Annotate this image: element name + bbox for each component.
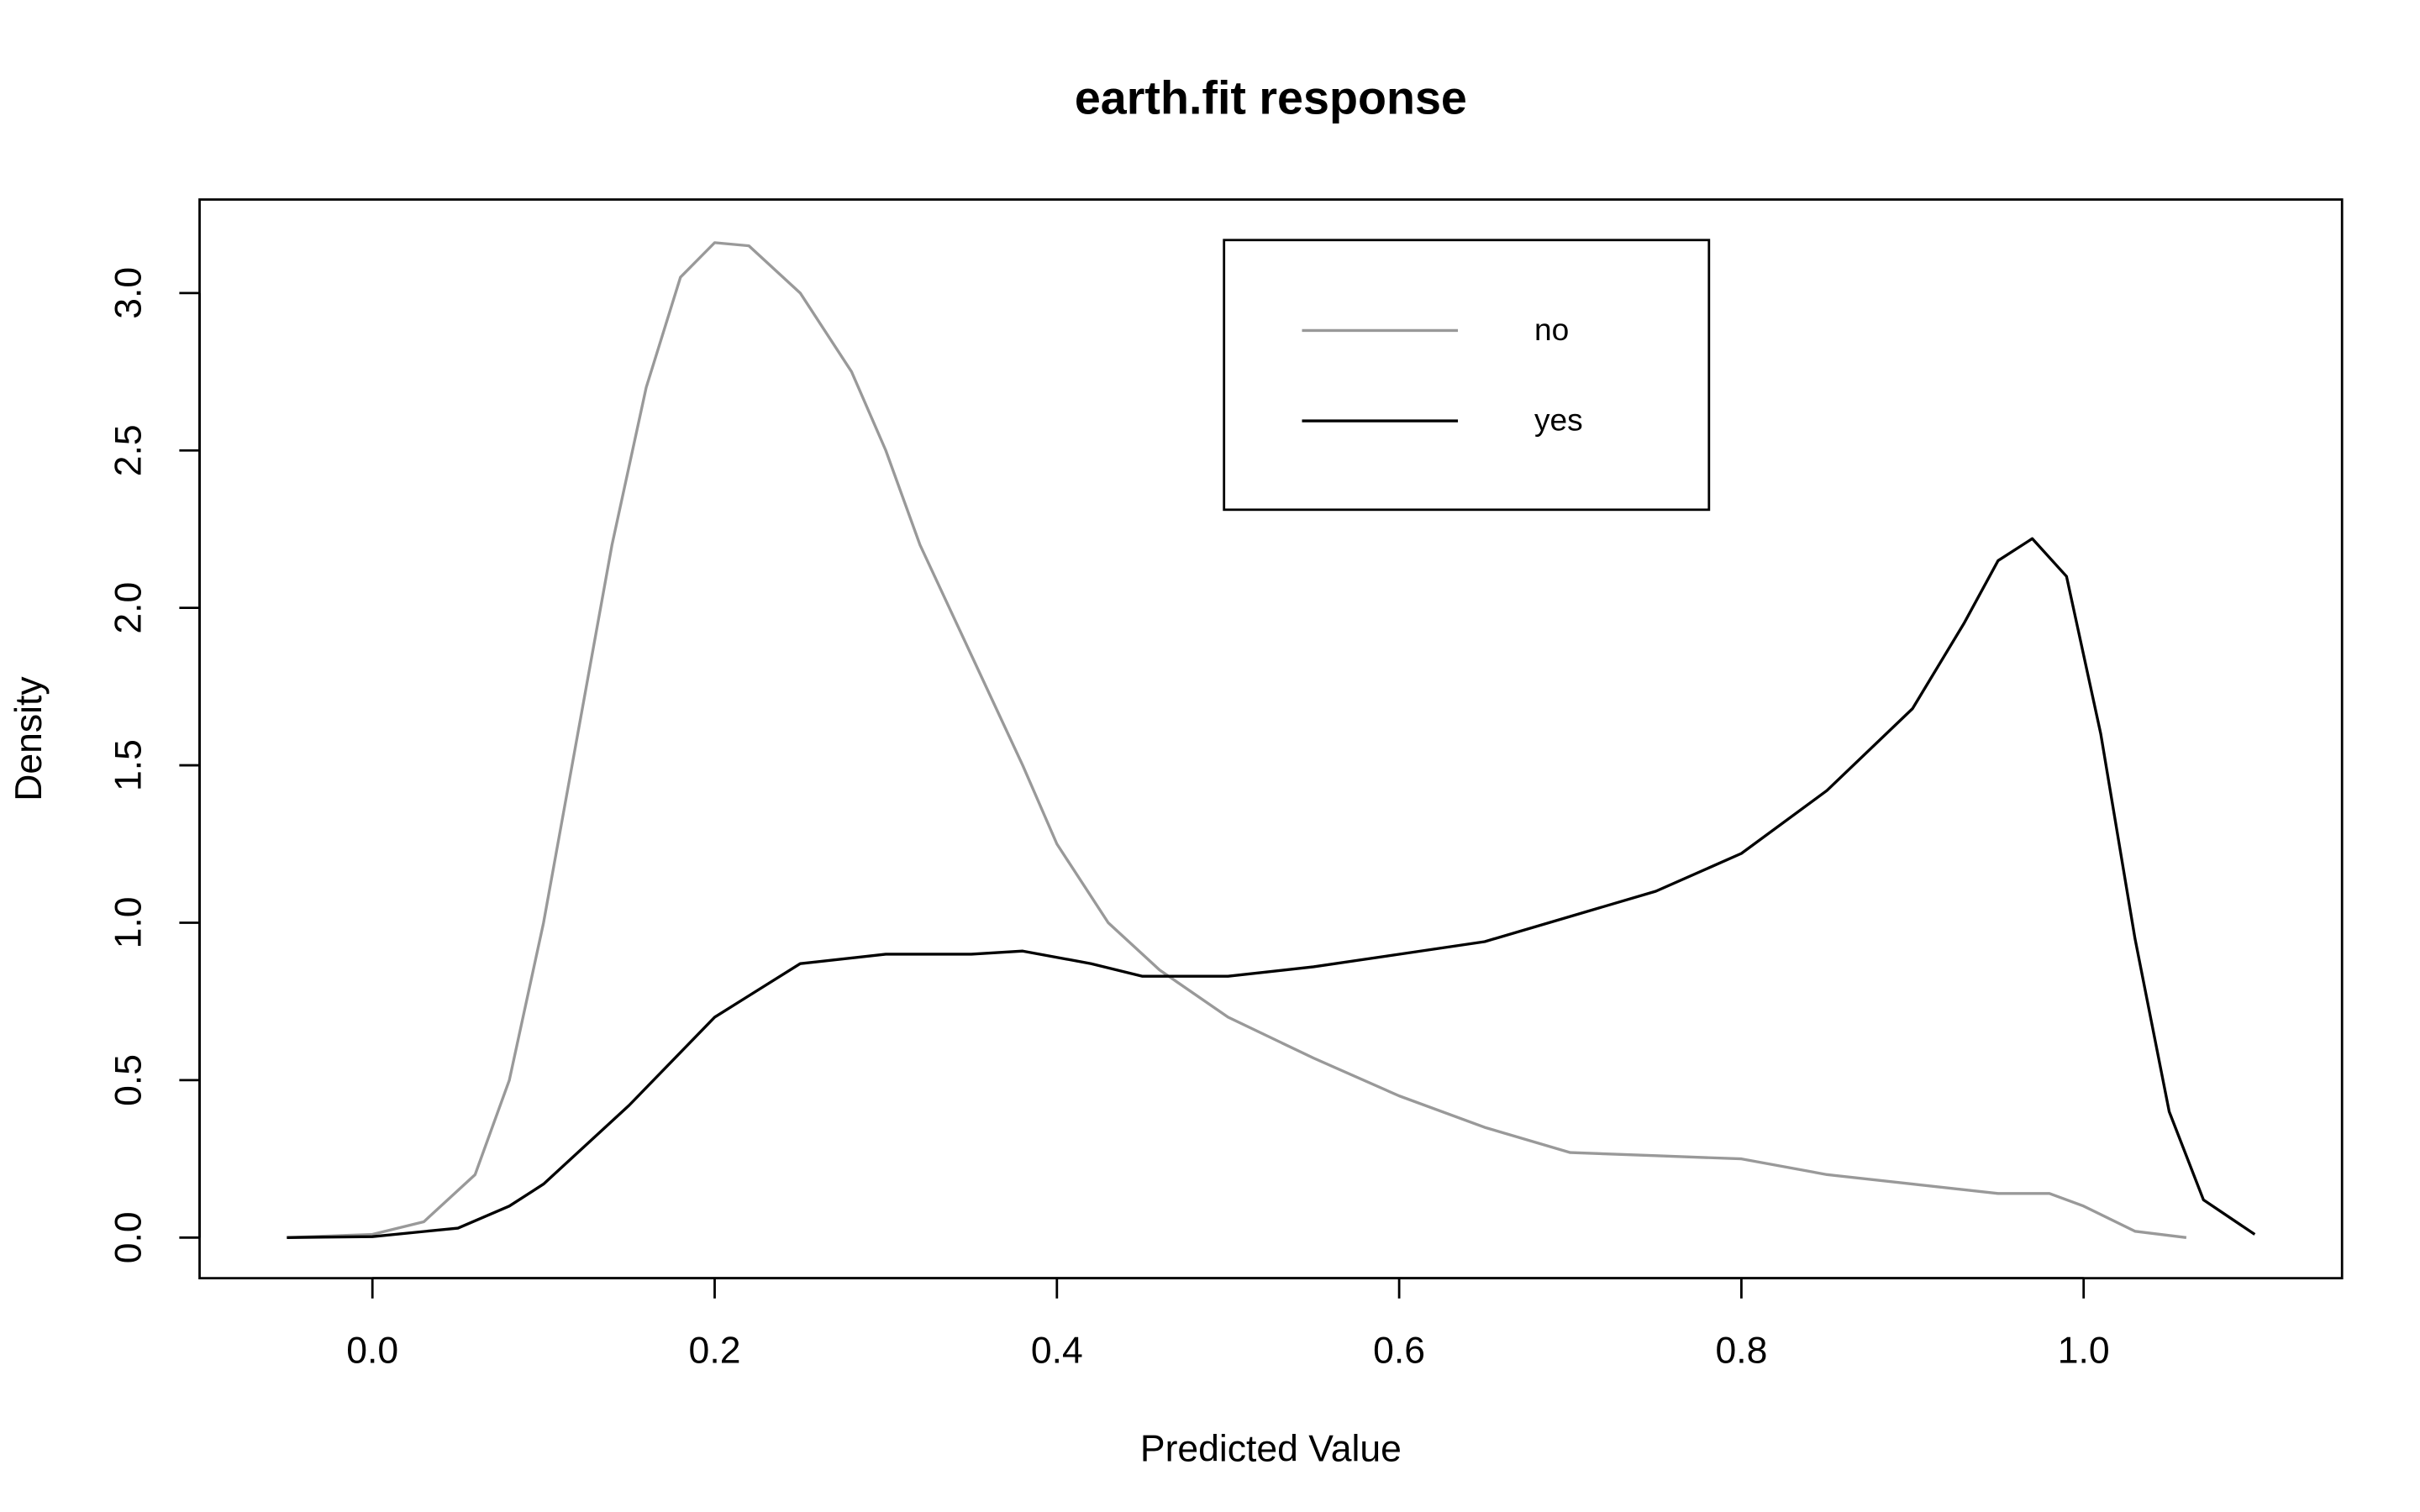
x-tick-label: 0.4: [1031, 1330, 1083, 1371]
y-axis-label: Density: [8, 676, 50, 801]
x-axis-label: Predicted Value: [1140, 1428, 1402, 1469]
chart-title: earth.fit response: [1075, 71, 1467, 123]
density-line: [287, 241, 2187, 1239]
y-tick-label: 1.5: [108, 739, 150, 791]
y-tick-label: 0.0: [108, 1211, 150, 1263]
legend-label: no: [1534, 312, 1569, 347]
x-tick-label: 0.6: [1373, 1330, 1425, 1371]
legend-box: [1223, 239, 1711, 512]
y-tick-label: 2.5: [108, 424, 150, 476]
x-tick-label: 0.8: [1715, 1330, 1767, 1371]
x-tick-label: 0.0: [346, 1330, 398, 1371]
y-tick-label: 2.0: [108, 582, 150, 634]
y-tick-label: 0.5: [108, 1054, 150, 1106]
x-tick-label: 1.0: [2058, 1330, 2110, 1371]
density-line: [287, 537, 2256, 1239]
y-tick-label: 3.0: [108, 267, 150, 319]
legend-label: yes: [1534, 402, 1583, 438]
y-tick-label: 1.0: [108, 897, 150, 949]
x-tick-label: 0.2: [689, 1330, 741, 1371]
